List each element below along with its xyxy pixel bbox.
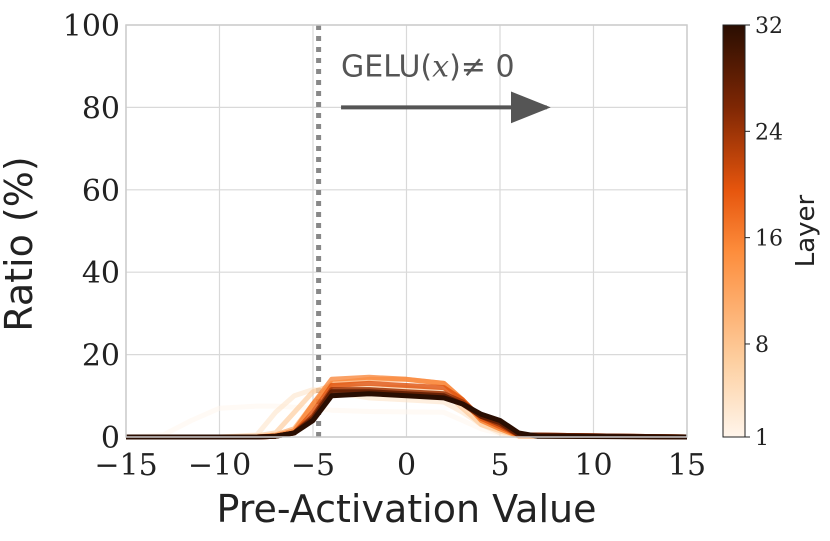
colorbar-ticks: 1 8 16 24 32 <box>745 14 783 451</box>
x-tick-label: 5 <box>490 448 509 483</box>
colorbar-tick-label: 32 <box>755 14 783 39</box>
annotation-group: GELU(x)≠ 0 <box>341 50 551 124</box>
series-line-layer-32 <box>126 391 688 440</box>
colorbar-gradient <box>722 24 746 438</box>
x-tick-label: −5 <box>291 448 335 483</box>
x-tick-label: −15 <box>94 448 157 483</box>
y-axis-title: Ratio (%) <box>0 156 41 331</box>
y-tick-label: 80 <box>82 91 120 126</box>
x-tick-labels: −15 −10 −5 0 5 10 15 <box>94 448 706 483</box>
plot-frame <box>125 24 688 438</box>
colorbar-tick-label: 24 <box>755 120 783 145</box>
x-tick-label: 15 <box>668 448 706 483</box>
x-tick-label: 10 <box>574 448 612 483</box>
grid <box>125 24 688 438</box>
annotation-label: GELU(x)≠ 0 <box>341 50 514 85</box>
y-tick-label: 60 <box>82 174 120 209</box>
y-tick-label: 100 <box>63 9 120 44</box>
x-tick-label: 0 <box>397 448 416 483</box>
y-tick-label: 40 <box>82 256 120 291</box>
colorbar-tick-label: 1 <box>755 426 769 451</box>
y-tick-labels: 0 20 40 60 80 100 <box>63 9 120 456</box>
x-axis-title: Pre-Activation Value <box>217 487 597 531</box>
y-tick-label: 0 <box>101 421 120 456</box>
colorbar-title: Layer <box>791 194 821 267</box>
colorbar: 1 8 16 24 32 Layer <box>722 14 821 451</box>
colorbar-tick-label: 16 <box>755 227 783 252</box>
x-tick-label: −10 <box>188 448 251 483</box>
colorbar-tick-label: 8 <box>755 333 769 358</box>
y-tick-label: 20 <box>82 339 120 374</box>
series-group <box>125 374 688 440</box>
